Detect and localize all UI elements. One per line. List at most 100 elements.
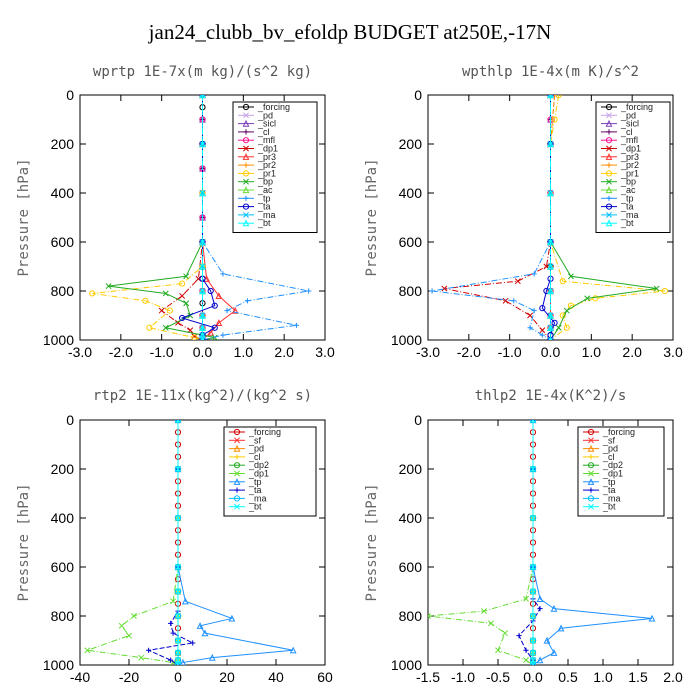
y-tick-label: 400 xyxy=(51,510,75,526)
legend-marker xyxy=(242,186,250,194)
legend-label: _cl xyxy=(620,127,633,137)
legend-label: _dp2 xyxy=(248,460,269,470)
legend-label: _mfl xyxy=(257,135,275,145)
x-tick-label: 0 xyxy=(174,669,182,685)
y-tick-label: 200 xyxy=(399,461,423,477)
data-point xyxy=(563,307,570,314)
panel-title: wpthlp 1E-4x(m K)/s^2 xyxy=(462,64,639,80)
legend-label: _ta xyxy=(248,485,262,495)
legend-label: _tp xyxy=(602,477,616,487)
series-line xyxy=(428,420,534,665)
y-tick-label: 0 xyxy=(66,87,74,103)
data-point xyxy=(551,95,558,98)
data-point xyxy=(514,278,521,285)
data-point xyxy=(183,273,190,280)
data-point xyxy=(175,657,181,664)
y-tick-label: 200 xyxy=(51,136,75,152)
data-point xyxy=(488,620,494,627)
data-point xyxy=(289,646,297,654)
series-line xyxy=(160,95,203,340)
data-point xyxy=(146,647,152,653)
data-point xyxy=(547,311,554,319)
x-tick-label: 2.0 xyxy=(622,344,642,360)
data-point xyxy=(550,649,558,656)
series-line xyxy=(87,420,179,665)
data-point xyxy=(220,271,226,277)
data-point xyxy=(199,238,206,246)
x-tick-label: -2.0 xyxy=(457,344,481,360)
legend-marker xyxy=(243,162,249,168)
panel-2: wpthlp 1E-4x(m K)/s^2 Pressure [hPa] -3.0 -… xyxy=(364,64,683,360)
legend-label: _ma xyxy=(257,210,276,220)
data-point xyxy=(175,588,181,595)
data-area xyxy=(84,420,297,665)
legend-marker xyxy=(243,129,249,135)
data-point xyxy=(207,287,214,295)
y-tick-label: 1000 xyxy=(391,332,422,348)
data-point xyxy=(530,649,536,656)
legend-marker xyxy=(606,145,612,152)
legend-label: _bt xyxy=(257,218,271,228)
legend-marker xyxy=(606,178,612,185)
data-point xyxy=(547,324,554,331)
data-point xyxy=(199,311,206,319)
data-point xyxy=(191,334,198,340)
series-line xyxy=(550,95,665,340)
x-tick-label: 2.0 xyxy=(663,669,683,685)
legend-marker xyxy=(588,487,594,493)
data-point xyxy=(146,324,153,331)
legend-marker xyxy=(242,219,250,227)
legend-label: _cl xyxy=(248,452,261,462)
legend-label: _dp1 xyxy=(602,469,623,479)
legend-marker xyxy=(587,495,595,502)
legend-label: _ac xyxy=(257,185,273,195)
x-tick-label: 3.0 xyxy=(663,344,683,360)
panel-4: thlp2 1E-4x(K^2)/s Pressure [hPa] -1.5 -1.0… xyxy=(364,388,683,685)
x-tick-label: -3.0 xyxy=(68,344,92,360)
data-point xyxy=(175,515,181,521)
data-point xyxy=(158,307,165,314)
y-tick-label: 1000 xyxy=(43,332,74,348)
panel-title: rtp2 1E-11x(kg^2)/(kg^2 s) xyxy=(93,388,312,404)
data-area xyxy=(89,95,312,340)
series-line xyxy=(518,420,541,665)
series-line xyxy=(444,95,551,340)
x-tick-label: 60 xyxy=(317,669,333,685)
data-point xyxy=(530,466,536,472)
legend-label: _cl xyxy=(257,127,270,137)
legend-marker xyxy=(587,444,595,452)
y-tick-label: 400 xyxy=(399,510,423,526)
legend-label: _pr2 xyxy=(620,160,639,170)
legend-label: _ta xyxy=(257,202,271,212)
data-point xyxy=(547,189,554,197)
data-point xyxy=(178,280,186,287)
x-tick-label: -1.0 xyxy=(498,344,522,360)
legend-marker xyxy=(233,478,241,485)
legend-label: _pd xyxy=(257,110,273,120)
legend-marker xyxy=(605,170,613,177)
y-tick-label: 400 xyxy=(399,185,423,201)
data-point xyxy=(648,614,656,622)
legend: _forcing_pd_sicl_cl_mfl_dp1_pr3_pr2_pr1_… xyxy=(232,101,318,233)
data-point xyxy=(130,613,137,619)
x-tick-label: 40 xyxy=(268,669,284,685)
data-point xyxy=(592,295,599,302)
legend-marker xyxy=(243,178,249,185)
legend-marker xyxy=(588,437,594,444)
legend-label: _dp1 xyxy=(248,469,269,479)
legend-label: _bp xyxy=(257,177,273,187)
data-point xyxy=(199,337,206,340)
data-point xyxy=(537,606,543,612)
data-point xyxy=(531,308,537,314)
legend-label: _forcing xyxy=(602,427,635,437)
data-point xyxy=(170,598,177,605)
legend-marker xyxy=(243,195,249,201)
x-tick-label: 0.0 xyxy=(541,344,561,360)
x-tick-label: -0.5 xyxy=(486,669,510,685)
data-point xyxy=(543,636,551,644)
data-point xyxy=(516,633,522,639)
legend-label: _pd xyxy=(602,444,618,454)
series-ta xyxy=(516,420,543,665)
legend-marker xyxy=(588,470,594,477)
